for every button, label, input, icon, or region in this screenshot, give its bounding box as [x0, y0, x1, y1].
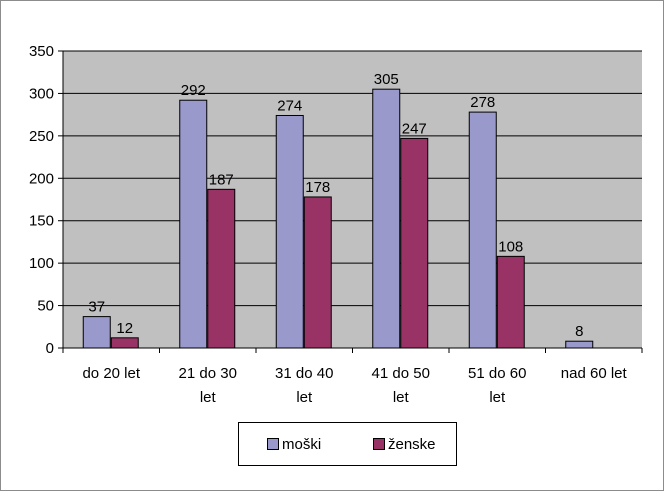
data-label: 178: [305, 179, 330, 196]
data-label: 278: [470, 94, 495, 111]
y-tick-label: 350: [29, 43, 54, 60]
x-tick-label: let: [296, 389, 313, 406]
legend-item-zenske: ženske: [373, 436, 436, 453]
x-tick-label: let: [393, 389, 410, 406]
x-tick-label: 31 do 40: [275, 365, 333, 382]
data-label: 12: [116, 320, 133, 337]
data-label: 292: [181, 82, 206, 99]
data-labels: 37 292 274 305 278 8 12 187 178 247 108: [88, 71, 583, 340]
bar-zenske: [496, 255, 525, 349]
data-label: 8: [575, 323, 583, 340]
legend-label-zenske: ženske: [388, 436, 436, 453]
y-tick-label: 0: [46, 340, 54, 357]
y-tick-label: 300: [29, 85, 54, 102]
bar-moski: [82, 316, 111, 349]
x-tick-label: let: [489, 389, 506, 406]
bar-moski: [565, 340, 594, 349]
data-label: 108: [498, 238, 523, 255]
data-label: 247: [402, 120, 427, 137]
data-label: 274: [277, 97, 302, 114]
x-tick-label: 21 do 30: [179, 365, 237, 382]
axes: 0 50 100 150 200 250 300 350 do 20 let 21 do 30 le…: [29, 43, 643, 406]
legend-swatch-moski: [267, 438, 279, 450]
x-tick-label: nad 60 let: [561, 365, 628, 382]
legend-item-moski: moški: [267, 436, 321, 453]
x-tick-label: let: [200, 389, 217, 406]
bar-moski: [275, 114, 304, 349]
data-label: 187: [209, 171, 234, 188]
legend-label-moski: moški: [282, 436, 322, 453]
y-tick-label: 100: [29, 255, 54, 272]
bar-zenske: [400, 137, 429, 349]
x-tick-label: 51 do 60: [468, 365, 526, 382]
data-label: 37: [88, 299, 105, 316]
data-label: 305: [374, 71, 399, 88]
bar-moski: [179, 99, 208, 349]
bar-zenske: [207, 188, 236, 349]
x-tick-label: do 20 let: [82, 365, 140, 382]
bar-moski: [372, 88, 401, 349]
legend: moški ženske: [238, 422, 457, 466]
legend-swatch-zenske: [373, 438, 385, 450]
y-tick-label: 150: [29, 213, 54, 230]
plot-area: [63, 51, 642, 348]
y-tick-label: 250: [29, 128, 54, 145]
gridlines: [63, 50, 642, 307]
y-tick-label: 200: [29, 170, 54, 187]
bar-moski: [468, 111, 497, 349]
bar-zenske: [303, 196, 332, 349]
bar-zenske: [110, 337, 139, 349]
x-tick-label: 41 do 50: [372, 365, 430, 382]
bars: [82, 88, 594, 349]
y-tick-label: 50: [37, 298, 54, 315]
